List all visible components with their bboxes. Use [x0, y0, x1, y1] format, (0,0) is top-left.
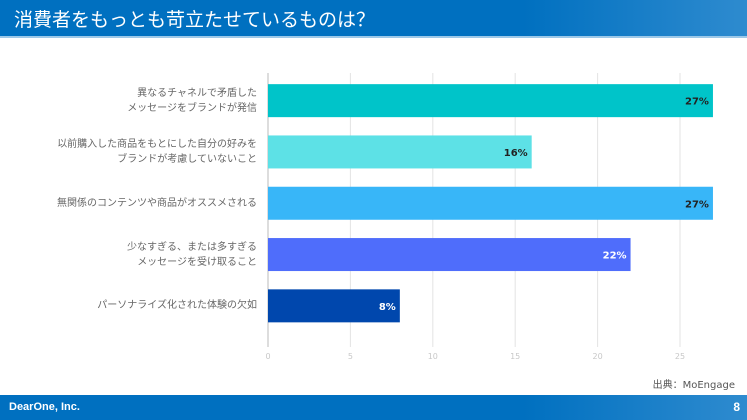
- category-label: 少なすぎる、または多すぎる メッセージを受け取ること: [127, 241, 257, 268]
- source-note: 出典：MoEngage: [652, 380, 735, 391]
- category-label: 以前購入した商品をもとにした自分の好みを ブランドが考慮していないこと: [57, 138, 257, 165]
- category-label: パーソナライズ化された体験の欠如: [97, 300, 257, 312]
- data-label: 8%: [379, 302, 396, 313]
- bar: [268, 186, 713, 220]
- data-label: 16%: [504, 148, 528, 159]
- page-number: 8: [733, 400, 740, 414]
- data-label: 22%: [603, 251, 627, 262]
- header-bar: 消費者をもっとも苛立たせているものは？: [0, 0, 747, 38]
- footer-bar: DearOne, Inc. 8: [0, 395, 747, 420]
- data-label: 27%: [685, 199, 709, 210]
- x-tick-label: 10: [428, 352, 438, 361]
- data-label: 27%: [685, 97, 709, 108]
- category-label: 無関係のコンテンツや商品がオススメされる: [57, 197, 257, 209]
- category-label: 異なるチャネルで矛盾した メッセージをブランドが発信: [127, 87, 257, 114]
- bar: [268, 84, 713, 118]
- company-name: DearOne, Inc.: [9, 401, 80, 413]
- bar: [268, 135, 532, 169]
- bar: [268, 238, 631, 272]
- x-tick-label: 0: [265, 352, 270, 361]
- x-tick-label: 25: [675, 352, 685, 361]
- page-title: 消費者をもっとも苛立たせているものは？: [14, 9, 376, 31]
- x-tick-label: 15: [510, 352, 520, 361]
- x-tick-label: 5: [348, 352, 353, 361]
- bar: [268, 289, 400, 323]
- x-tick-label: 20: [593, 352, 603, 361]
